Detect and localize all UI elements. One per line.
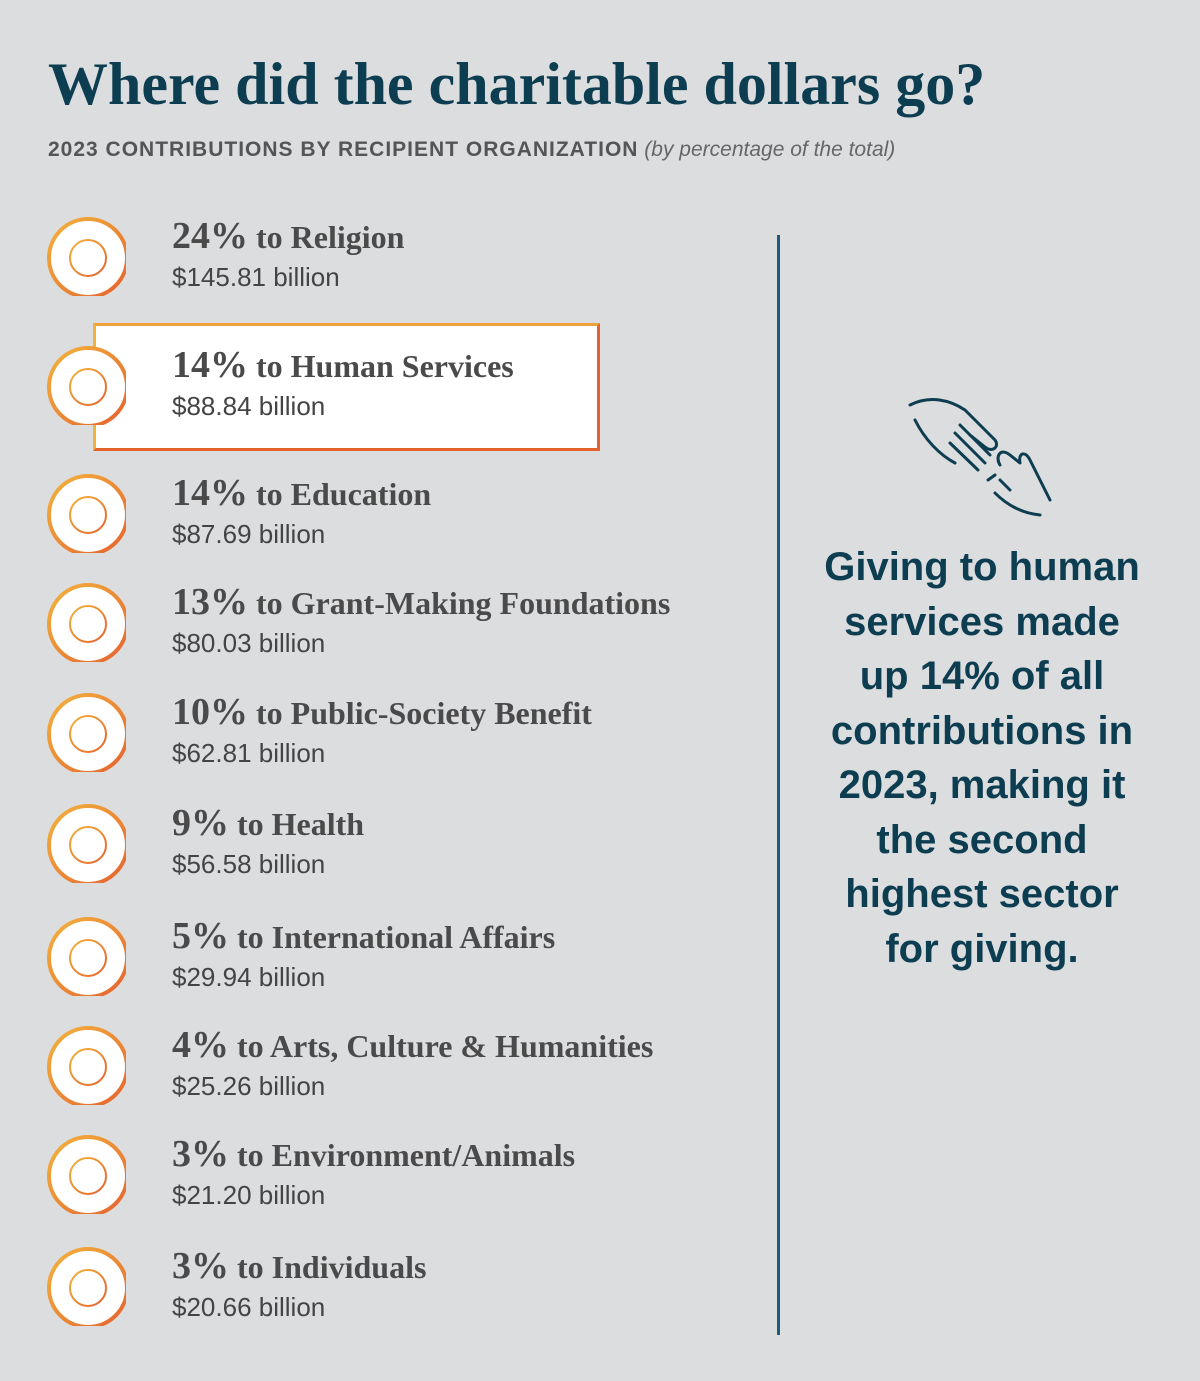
percent: 10% — [172, 691, 248, 733]
percent: 14% — [172, 472, 248, 514]
icon — [47, 217, 126, 296]
subtitle-note: (by percentage of the total) — [644, 138, 896, 161]
item-heading: 5% to International Affairs — [172, 914, 555, 958]
highlight-box — [93, 323, 600, 451]
item-text: 5% to International Affairs $29.94 billio… — [172, 914, 555, 993]
item-text: 14% to Education $87.69 billion — [172, 471, 431, 550]
item-text: 13% to Grant-Making Foundations $80.03 bi… — [172, 580, 670, 659]
hands-icon — [908, 398, 1052, 517]
icon — [47, 474, 126, 553]
item: 5% to International Affairs $29.94 billio… — [0, 898, 760, 1018]
item-text: 3% to Individuals $20.66 billion — [172, 1244, 426, 1323]
recipient: to Individuals — [237, 1249, 427, 1285]
subtitle: 2023 CONTRIBUTIONS BY RECIPIENT ORGANIZA… — [48, 138, 639, 161]
item-heading: 24% to Religion — [172, 214, 404, 258]
percent: 5% — [172, 915, 229, 957]
icon — [47, 917, 126, 996]
item-heading: 3% to Individuals — [172, 1244, 426, 1288]
item-text: 9% to Health $56.58 billion — [172, 801, 364, 880]
item-heading: 13% to Grant-Making Foundations — [172, 580, 670, 624]
recipient: to Religion — [256, 219, 405, 255]
amount: $20.66 billion — [172, 1292, 326, 1322]
item: 13% to Grant-Making Foundations $80.03 bi… — [0, 564, 760, 684]
item-text: 3% to Environment/Animals $21.20 billion — [172, 1132, 575, 1211]
item-text: 14% to Human Services $88.84 billion — [172, 343, 514, 422]
percent: 9% — [172, 802, 229, 844]
icon — [47, 804, 126, 883]
percent: 4% — [172, 1024, 229, 1066]
item: 24% to Religion $145.81 billion — [0, 198, 760, 318]
icon — [47, 1135, 126, 1214]
amount: $80.03 billion — [172, 628, 326, 658]
item: 14% to Human Services $88.84 billion — [0, 327, 760, 447]
amount: $21.20 billion — [172, 1180, 326, 1210]
amount: $88.84 billion — [172, 391, 326, 421]
amount: $87.69 billion — [172, 519, 326, 549]
item-heading: 14% to Human Services — [172, 343, 514, 387]
amount: $29.94 billion — [172, 962, 326, 992]
percent: 24% — [172, 215, 248, 257]
icon — [47, 583, 126, 662]
item: 4% to Arts, Culture & Humanities $25.26 b… — [0, 1007, 760, 1127]
item: 10% to Public-Society Benefit $62.81 bill… — [0, 674, 760, 794]
recipient: to Public-Society Benefit — [256, 695, 592, 731]
recipient: to Arts, Culture & Humanities — [237, 1028, 654, 1064]
icon — [47, 693, 126, 772]
percent: 3% — [172, 1245, 229, 1287]
amount: $62.81 billion — [172, 738, 326, 768]
recipient: to Environment/Animals — [237, 1137, 576, 1173]
divider — [777, 235, 780, 1335]
item-heading: 14% to Education — [172, 471, 431, 515]
item-text: 4% to Arts, Culture & Humanities $25.26 b… — [172, 1023, 653, 1102]
amount: $25.26 billion — [172, 1071, 326, 1101]
recipient: to Health — [237, 806, 365, 842]
percent: 13% — [172, 581, 248, 623]
percent: 3% — [172, 1133, 229, 1175]
recipient: to Education — [256, 476, 432, 512]
amount: $145.81 billion — [172, 262, 340, 292]
item: 9% to Health $56.58 billion — [0, 785, 760, 905]
item: 3% to Environment/Animals $21.20 billion — [0, 1116, 760, 1236]
item: 3% to Individuals $20.66 billion — [0, 1228, 760, 1348]
icon — [47, 1247, 126, 1326]
item: 14% to Education $87.69 billion — [0, 455, 760, 575]
percent: 14% — [172, 344, 248, 386]
amount: $56.58 billion — [172, 849, 326, 879]
item-text: 10% to Public-Society Benefit $62.81 bill… — [172, 690, 592, 769]
title: Where did the charitable dollars go? — [48, 51, 986, 117]
subtitle-row: 2023 CONTRIBUTIONS BY RECIPIENT ORGANIZA… — [48, 138, 895, 162]
recipient: to International Affairs — [237, 919, 556, 955]
item-text: 24% to Religion $145.81 billion — [172, 214, 404, 293]
callout: Giving to human services made up 14% of … — [824, 545, 1140, 971]
item-heading: 9% to Health — [172, 801, 364, 845]
recipient: to Grant-Making Foundations — [256, 585, 671, 621]
item-heading: 3% to Environment/Animals — [172, 1132, 575, 1176]
icon — [47, 1026, 126, 1105]
item-heading: 4% to Arts, Culture & Humanities — [172, 1023, 653, 1067]
recipient: to Human Services — [256, 348, 514, 384]
item-heading: 10% to Public-Society Benefit — [172, 690, 592, 734]
icon — [47, 346, 126, 425]
